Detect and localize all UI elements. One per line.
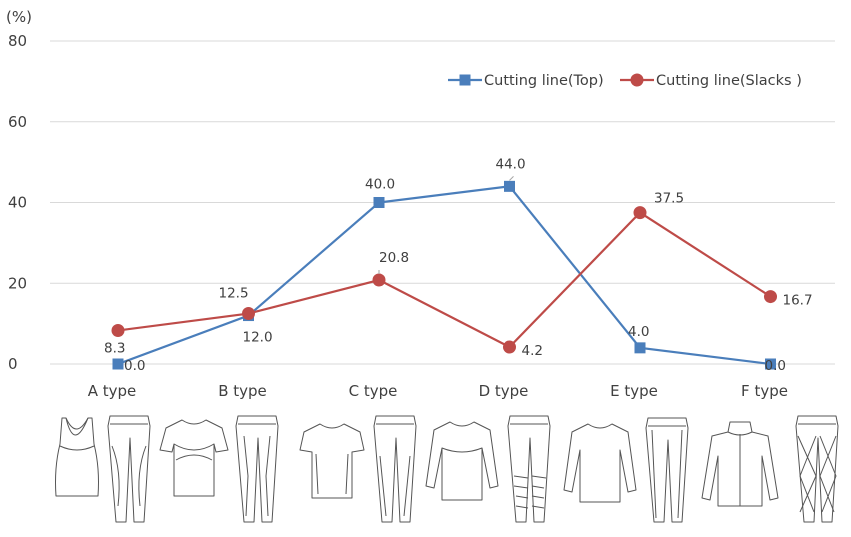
- data-label: 40.0: [365, 177, 395, 193]
- data-point-top: [373, 197, 385, 208]
- e-type-long-sleeve-icon: [563, 423, 637, 503]
- d-type-long-sleeve-icon: [425, 421, 499, 501]
- y-tick-20: 20: [8, 274, 27, 292]
- garment-illustrations: [55, 415, 839, 523]
- x-category-label: C type: [349, 382, 398, 400]
- legend-marker-square: [459, 74, 471, 86]
- data-point-slacks: [372, 273, 386, 287]
- series-line-top: [117, 185, 771, 366]
- data-label: 4.0: [628, 324, 649, 340]
- data-point-top: [504, 180, 515, 192]
- c-type-tshirt-icon: [299, 423, 365, 499]
- a-type-leggings-icon: [107, 415, 151, 523]
- b-type-tshirt-icon: [159, 419, 229, 497]
- x-category-labels: A type B type C type D type E type F type: [88, 382, 788, 400]
- data-point-slacks: [111, 323, 125, 337]
- legend-label: Cutting line(Top): [484, 73, 604, 89]
- data-point-top: [112, 358, 124, 370]
- data-labels: 0.0 12.0 40.0 44.0 4.0 0.0 8.3 12.5 20.8 4.2 37.5 1…: [104, 156, 813, 374]
- y-tick-0: 0: [8, 355, 18, 373]
- label-leader-line: [509, 175, 514, 181]
- f-type-leggings-icon: [795, 415, 839, 523]
- legend: Cutting line(Top) Cutting line(Slacks ): [448, 73, 802, 89]
- data-label: 4.2: [522, 343, 543, 359]
- x-category-label: A type: [88, 382, 137, 400]
- data-label: 44.0: [496, 156, 526, 172]
- series-lines: [111, 180, 777, 370]
- c-type-leggings-icon: [373, 415, 417, 523]
- x-category-label: F type: [741, 382, 788, 400]
- data-label: 0.0: [765, 358, 786, 374]
- gridlines: [50, 40, 835, 365]
- d-type-leggings-icon: [507, 415, 551, 523]
- a-type-tank-top-icon: [55, 417, 99, 497]
- data-point-slacks: [633, 206, 647, 220]
- data-point-top: [765, 358, 776, 370]
- f-type-high-neck-icon: [701, 421, 779, 507]
- data-point-slacks: [764, 290, 777, 304]
- data-point-slacks: [503, 340, 516, 354]
- y-tick-40: 40: [8, 194, 27, 212]
- y-tick-60: 60: [8, 113, 27, 131]
- legend-marker-circle: [630, 73, 644, 87]
- y-tick-labels: 0 20 40 60 80: [8, 32, 27, 373]
- data-point-top: [634, 342, 646, 354]
- data-label: 8.3: [104, 340, 125, 356]
- x-category-label: D type: [479, 382, 529, 400]
- legend-label: Cutting line(Slacks ): [656, 73, 802, 89]
- data-label: 37.5: [654, 191, 684, 207]
- data-label: 20.8: [379, 250, 409, 266]
- data-label: 16.7: [783, 293, 813, 309]
- data-label: 0.0: [124, 358, 145, 374]
- data-label: 12.5: [219, 286, 249, 302]
- series-line-slacks: [117, 211, 772, 349]
- data-label: 12.0: [243, 330, 273, 346]
- y-tick-80: 80: [8, 32, 27, 50]
- b-type-leggings-icon: [235, 415, 279, 523]
- x-category-label: B type: [218, 382, 267, 400]
- data-point-slacks: [242, 307, 255, 321]
- x-category-label: E type: [610, 382, 658, 400]
- y-axis-unit-label: (%): [6, 8, 32, 26]
- e-type-leggings-icon: [645, 417, 689, 523]
